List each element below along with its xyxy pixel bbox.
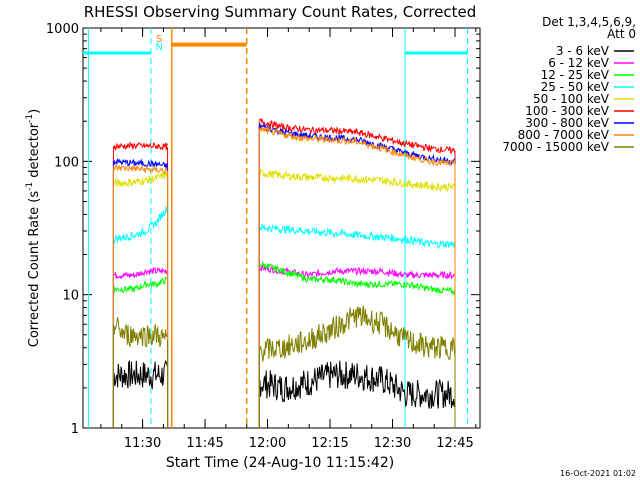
legend-label: 50 - 100 keV (533, 92, 610, 106)
series-line (258, 260, 456, 296)
legend-label: 300 - 800 keV (525, 116, 609, 130)
series-3-6kev (112, 359, 456, 428)
series-line (112, 164, 168, 176)
x-tick-label: 12:30 (374, 436, 411, 451)
series-line (258, 125, 456, 168)
flag-label-s: S (156, 34, 162, 45)
series-line (258, 264, 456, 280)
x-axis-label: Start Time (24-Aug-10 11:15:42) (166, 455, 394, 471)
series-line (258, 223, 456, 250)
y-tick-label: 100 (54, 155, 79, 170)
timestamp: 16-Oct-2021 01:02 (560, 469, 636, 478)
series-line (112, 276, 169, 295)
legend-label: 6 - 12 keV (548, 56, 610, 70)
y-axis-label: Corrected Count Rate (s-1 detector-1) (25, 109, 42, 347)
chart-title: RHESSI Observing Summary Count Rates, Co… (84, 3, 477, 21)
legend-label: 3 - 6 keV (556, 44, 610, 58)
legend-label: 7000 - 15000 keV (502, 140, 609, 154)
legend-label: 12 - 25 keV (541, 68, 610, 82)
series-line (113, 141, 169, 151)
x-tick-label: 11:45 (186, 436, 223, 451)
series-line (258, 169, 456, 193)
legend-label: 100 - 300 keV (525, 104, 609, 118)
series-line (112, 317, 168, 348)
series-line (113, 266, 168, 280)
series-line (112, 359, 169, 390)
series-line (258, 122, 456, 166)
x-tick-label: 12:45 (436, 436, 473, 451)
x-tick-label: 12:15 (311, 436, 348, 451)
legend-label: 800 - 7000 keV (518, 128, 610, 142)
y-tick-label: 1 (71, 422, 79, 437)
series-line (112, 170, 169, 188)
legend-header-line-2: Att 0 (607, 27, 636, 41)
series-7000-15000kev (112, 305, 456, 428)
series-800-7000kev (112, 125, 456, 428)
legend-header-line-1: Det 1,3,4,5,6,9, (542, 15, 636, 29)
series-line (258, 360, 456, 409)
series-50-100kev (112, 169, 456, 428)
series-line (112, 205, 169, 245)
series-line (258, 305, 456, 362)
x-tick-label: 12:00 (249, 436, 286, 451)
series-line (258, 117, 456, 154)
y-tick-label: 1000 (46, 22, 79, 37)
series-line (112, 158, 169, 169)
plot-frame (82, 27, 481, 429)
legend-label: 25 - 50 keV (541, 80, 610, 94)
x-tick-label: 11:30 (124, 436, 161, 451)
plot-area: 1 10 100 1000 11:30 11:45 12:00 12:15 12:30 12:45… (25, 22, 481, 451)
y-tick-label: 10 (62, 289, 79, 304)
flag-label-n: N (155, 42, 162, 53)
